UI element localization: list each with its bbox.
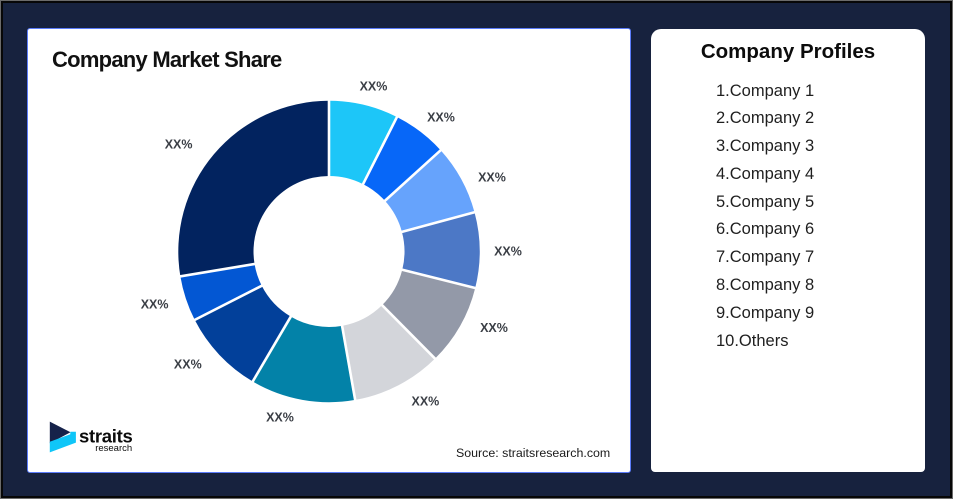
svg-text:XX%: XX% xyxy=(174,358,202,372)
svg-text:XX%: XX% xyxy=(266,410,294,424)
svg-text:straits: straits xyxy=(79,425,132,446)
svg-text:research: research xyxy=(95,443,132,454)
svg-text:XX%: XX% xyxy=(165,138,193,152)
svg-text:XX%: XX% xyxy=(427,111,455,125)
svg-text:XX%: XX% xyxy=(494,245,522,259)
svg-text:XX%: XX% xyxy=(480,321,508,335)
svg-text:XX%: XX% xyxy=(360,80,388,94)
svg-text:XX%: XX% xyxy=(412,394,440,408)
svg-text:XX%: XX% xyxy=(141,297,169,311)
svg-text:XX%: XX% xyxy=(478,171,506,185)
